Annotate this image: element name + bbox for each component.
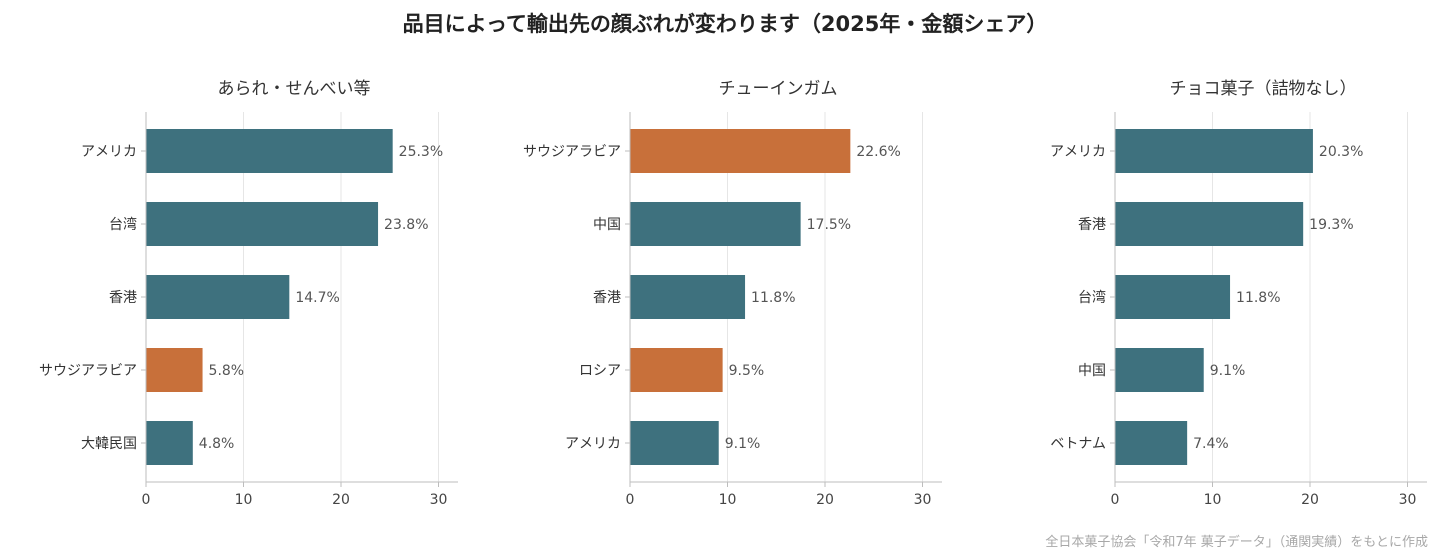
value-label: 25.3% — [399, 144, 443, 160]
bar — [630, 348, 723, 392]
value-label: 19.3% — [1309, 217, 1353, 233]
x-tick-label: 0 — [1111, 492, 1120, 508]
x-tick-label: 20 — [332, 492, 350, 508]
source-note: 全日本菓子協会「令和7年 菓子データ」（通関実績）をもとに作成 — [1045, 535, 1428, 550]
category-label: 香港 — [109, 290, 137, 306]
category-label: アメリカ — [81, 144, 137, 160]
bar — [146, 129, 393, 173]
value-label: 20.3% — [1319, 144, 1363, 160]
value-label: 22.6% — [856, 144, 900, 160]
category-label: アメリカ — [1050, 144, 1106, 160]
value-label: 11.8% — [751, 290, 795, 306]
bar — [146, 202, 379, 246]
bar — [630, 421, 719, 465]
value-label: 9.1% — [1210, 363, 1246, 379]
category-label: サウジアラビア — [39, 363, 137, 379]
x-tick-label: 0 — [142, 492, 151, 508]
category-label: 香港 — [1078, 217, 1106, 233]
value-label: 7.4% — [1193, 436, 1229, 452]
value-label: 23.8% — [384, 217, 428, 233]
x-tick-label: 10 — [235, 492, 253, 508]
bar — [1115, 275, 1231, 319]
bar — [630, 275, 746, 319]
category-label: 香港 — [593, 290, 621, 306]
value-label: 14.7% — [295, 290, 339, 306]
bar — [630, 202, 801, 246]
bar — [146, 421, 193, 465]
value-label: 17.5% — [807, 217, 851, 233]
bar — [146, 275, 290, 319]
bar — [1115, 202, 1304, 246]
x-tick-label: 0 — [626, 492, 635, 508]
x-tick-label: 30 — [914, 492, 932, 508]
panel-title: あられ・せんべい等 — [218, 79, 371, 99]
category-label: 大韓民国 — [81, 436, 137, 452]
bar — [1115, 348, 1204, 392]
category-label: ロシア — [579, 363, 621, 379]
x-tick-label: 20 — [1301, 492, 1319, 508]
value-label: 11.8% — [1236, 290, 1280, 306]
category-label: 台湾 — [109, 216, 137, 233]
value-label: 9.1% — [725, 436, 761, 452]
x-tick-label: 30 — [1399, 492, 1417, 508]
x-tick-label: 10 — [719, 492, 737, 508]
category-label: 中国 — [593, 217, 621, 233]
category-label: 台湾 — [1078, 289, 1106, 306]
bar — [1115, 421, 1188, 465]
panel-title: チューインガム — [719, 79, 838, 99]
category-label: 中国 — [1078, 363, 1106, 379]
value-label: 5.8% — [209, 363, 245, 379]
value-label: 9.5% — [729, 363, 765, 379]
category-label: アメリカ — [565, 436, 621, 452]
x-tick-label: 20 — [816, 492, 834, 508]
x-tick-label: 10 — [1204, 492, 1222, 508]
x-tick-label: 30 — [430, 492, 448, 508]
bar — [630, 129, 851, 173]
bar — [1115, 129, 1313, 173]
bar — [146, 348, 203, 392]
category-label: サウジアラビア — [523, 144, 621, 160]
category-label: ベトナム — [1050, 436, 1106, 452]
value-label: 4.8% — [199, 436, 235, 452]
chart-title: 品目によって輸出先の顔ぶれが変わります（2025年・金額シェア） — [402, 12, 1048, 36]
panel-title: チョコ菓子（詰物なし） — [1170, 79, 1357, 99]
